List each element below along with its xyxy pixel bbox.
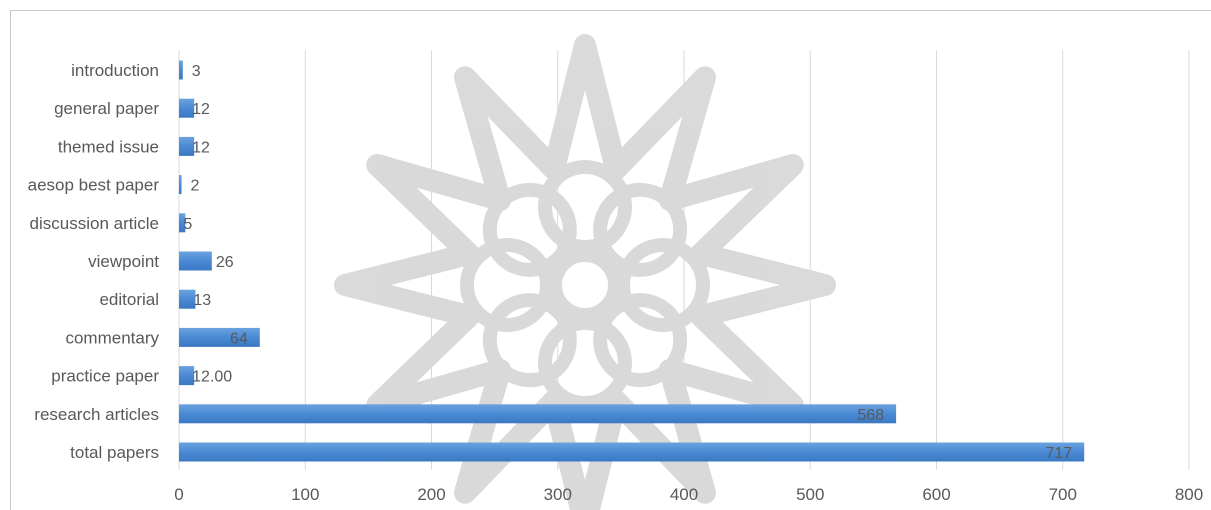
category-label: practice paper <box>51 367 159 386</box>
chart-frame <box>10 10 1211 510</box>
watermark-rosette <box>334 34 836 510</box>
x-tick-label: 300 <box>544 485 572 504</box>
category-label: themed issue <box>58 137 159 156</box>
data-label: 717 <box>1046 445 1073 462</box>
x-tick-label: 700 <box>1049 485 1077 504</box>
category-label: total papers <box>70 443 159 462</box>
category-label: editorial <box>99 290 159 309</box>
x-tick-label: 100 <box>291 485 319 504</box>
x-tick-labels: 0 100 200 300 400 500 600 700 800 <box>174 485 1203 504</box>
watermark-petal <box>460 238 554 332</box>
bar <box>179 60 183 80</box>
category-label: general paper <box>54 99 159 118</box>
watermark-star <box>334 34 836 510</box>
gridlines <box>178 50 1190 470</box>
category-labels: introduction general paper themed issue aes… <box>28 61 160 462</box>
x-tick-label: 500 <box>796 485 824 504</box>
x-tick-label: 400 <box>670 485 698 504</box>
category-label: aesop best paper <box>28 176 160 195</box>
data-label: 12.00 <box>192 369 232 386</box>
bar <box>179 136 195 156</box>
watermark-petal <box>593 182 688 277</box>
category-label: discussion article <box>30 214 159 233</box>
data-label: 12 <box>192 139 210 156</box>
bar <box>179 366 195 386</box>
category-label: introduction <box>71 61 159 80</box>
bar <box>179 404 897 424</box>
data-label: 3 <box>192 63 201 80</box>
data-label: 2 <box>191 178 200 195</box>
bar <box>179 213 186 233</box>
category-label: research articles <box>34 405 159 424</box>
data-label: 12 <box>192 101 210 118</box>
x-tick-label: 800 <box>1175 485 1203 504</box>
x-tick-label: 0 <box>174 485 183 504</box>
watermark-center <box>548 248 622 322</box>
data-labels: 3 12 12 2 5 26 13 64 12.00 568 717 <box>183 63 1072 462</box>
data-label: 26 <box>216 254 234 271</box>
bar <box>179 98 195 118</box>
x-tick-label: 600 <box>922 485 950 504</box>
x-tick-label: 200 <box>417 485 445 504</box>
bar <box>179 442 1085 462</box>
watermark-petal <box>482 293 577 388</box>
bar <box>179 251 212 271</box>
watermark-petal <box>538 160 632 254</box>
watermark-petal <box>482 182 577 277</box>
data-label: 64 <box>230 330 248 347</box>
bar <box>179 327 260 347</box>
category-label: viewpoint <box>88 252 159 271</box>
data-label: 568 <box>857 407 884 424</box>
bar <box>179 289 196 309</box>
data-label: 5 <box>183 216 192 233</box>
bar <box>179 175 182 195</box>
watermark-petal <box>538 316 632 410</box>
bars <box>179 60 1085 462</box>
data-label: 13 <box>193 292 211 309</box>
watermark-petal <box>616 238 710 332</box>
watermark-petal <box>593 293 688 388</box>
category-label: commentary <box>65 328 159 347</box>
